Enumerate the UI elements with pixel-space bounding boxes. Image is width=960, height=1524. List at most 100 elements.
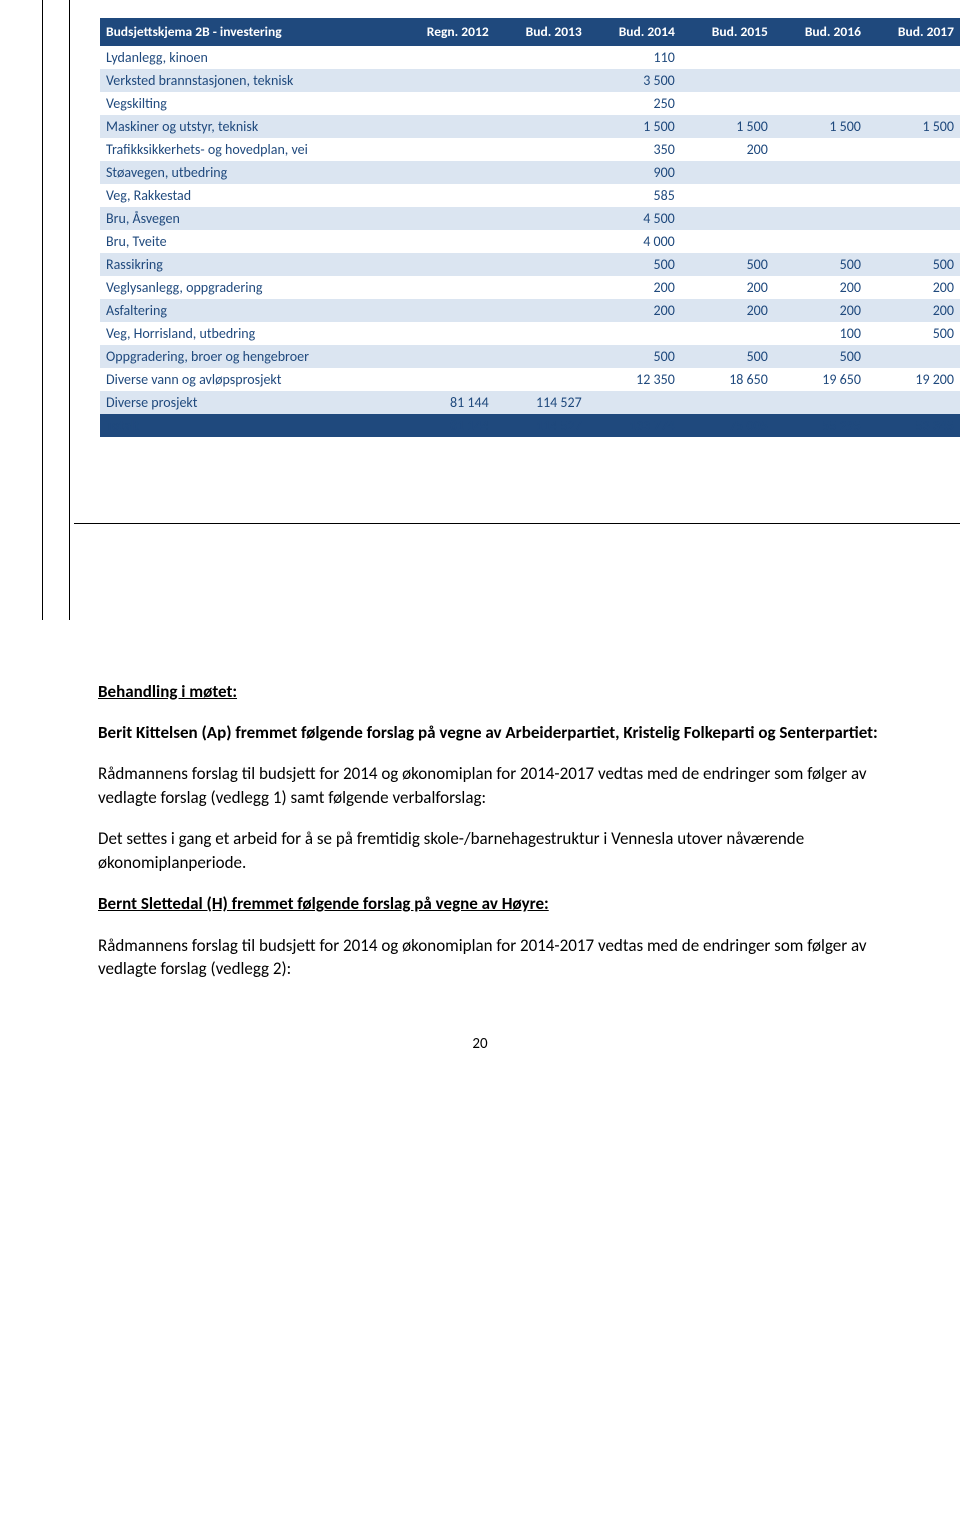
row-cell	[495, 115, 588, 138]
proposal-intro-ap: Berit Kittelsen (Ap) fremmet følgende fo…	[98, 721, 896, 744]
row-cell	[402, 230, 495, 253]
row-label: Bru, Tveite	[100, 230, 402, 253]
row-cell	[774, 207, 867, 230]
row-cell: 500	[867, 253, 960, 276]
row-cell: 12 350	[588, 368, 681, 391]
frame-bottom-border	[74, 523, 960, 524]
table-row: Trafikksikkerhets- og hovedplan, vei3502…	[100, 138, 960, 161]
row-cell	[402, 207, 495, 230]
row-cell	[495, 230, 588, 253]
row-cell	[681, 69, 774, 92]
row-cell	[774, 161, 867, 184]
row-cell	[402, 299, 495, 322]
row-cell: 4 000	[588, 230, 681, 253]
row-cell	[774, 69, 867, 92]
row-label: Rassikring	[100, 253, 402, 276]
row-cell	[402, 184, 495, 207]
header-col: Bud. 2014	[588, 18, 681, 46]
row-cell	[402, 368, 495, 391]
page-number: 20	[0, 1035, 960, 1063]
body-text: Behandling i møtet: Berit Kittelsen (Ap)…	[0, 620, 960, 981]
header-label: Budsjettskjema 2B - investering	[100, 18, 402, 46]
row-cell: 200	[588, 299, 681, 322]
row-cell	[681, 184, 774, 207]
row-label: Veg, Rakkestad	[100, 184, 402, 207]
total-cell: 75 005	[681, 414, 774, 437]
row-cell	[867, 345, 960, 368]
total-cell: 114 527	[495, 414, 588, 437]
row-cell	[495, 276, 588, 299]
header-col: Bud. 2013	[495, 18, 588, 46]
row-cell	[867, 92, 960, 115]
total-cell: 81 144	[402, 414, 495, 437]
row-cell	[681, 46, 774, 69]
table-row: Rassikring500500500500	[100, 253, 960, 276]
table-row: Lydanlegg, kinoen110	[100, 46, 960, 69]
row-cell	[495, 207, 588, 230]
row-cell	[495, 322, 588, 345]
row-cell: 200	[681, 299, 774, 322]
row-cell	[402, 345, 495, 368]
row-cell: 1 500	[681, 115, 774, 138]
row-cell	[681, 207, 774, 230]
row-cell	[867, 184, 960, 207]
row-cell: 200	[681, 276, 774, 299]
table-body: Lydanlegg, kinoen110Verksted brannstasjo…	[100, 46, 960, 437]
row-cell	[774, 138, 867, 161]
row-cell	[495, 46, 588, 69]
table-row: Veg, Horrisland, utbedring100500	[100, 322, 960, 345]
total-cell: 133 774	[588, 414, 681, 437]
total-cell: 53 345	[867, 414, 960, 437]
budget-table: Budsjettskjema 2B - investering Regn. 20…	[100, 18, 960, 437]
row-cell	[774, 391, 867, 414]
table-row: Veglysanlegg, oppgradering200200200200	[100, 276, 960, 299]
row-cell: 585	[588, 184, 681, 207]
table-row: Vegskilting250	[100, 92, 960, 115]
row-cell: 81 144	[402, 391, 495, 414]
row-cell	[867, 69, 960, 92]
row-cell	[867, 207, 960, 230]
total-label: Totalt	[100, 414, 402, 437]
row-cell	[402, 69, 495, 92]
header-col: Bud. 2015	[681, 18, 774, 46]
table-row: Diverse vann og avløpsprosjekt12 35018 6…	[100, 368, 960, 391]
row-cell: 1 500	[588, 115, 681, 138]
table-row: Veg, Rakkestad 585	[100, 184, 960, 207]
row-cell	[495, 138, 588, 161]
row-cell: 200	[588, 276, 681, 299]
total-cell: 55 295	[774, 414, 867, 437]
row-cell	[867, 161, 960, 184]
row-cell	[774, 230, 867, 253]
header-col: Bud. 2017	[867, 18, 960, 46]
row-cell: 114 527	[495, 391, 588, 414]
row-cell: 3 500	[588, 69, 681, 92]
row-cell: 500	[774, 345, 867, 368]
row-cell: 1 500	[867, 115, 960, 138]
row-cell: 110	[588, 46, 681, 69]
row-cell	[495, 253, 588, 276]
table-row: Verksted brannstasjonen, teknisk3 500	[100, 69, 960, 92]
row-cell	[495, 92, 588, 115]
row-cell: 350	[588, 138, 681, 161]
row-cell	[402, 92, 495, 115]
budget-table-wrap: Budsjettskjema 2B - investering Regn. 20…	[100, 18, 960, 437]
inner-frame: Budsjettskjema 2B - investering Regn. 20…	[69, 0, 960, 620]
row-label: Asfaltering	[100, 299, 402, 322]
row-cell: 200	[681, 138, 774, 161]
row-cell	[402, 253, 495, 276]
row-label: Veg, Horrisland, utbedring	[100, 322, 402, 345]
row-cell	[402, 138, 495, 161]
table-row: Bru, Tveite 4 000	[100, 230, 960, 253]
row-cell	[402, 161, 495, 184]
page-frame: Budsjettskjema 2B - investering Regn. 20…	[42, 0, 960, 620]
table-row: Støavegen, utbedring900	[100, 161, 960, 184]
row-label: Bru, Åsvegen	[100, 207, 402, 230]
row-label: Vegskilting	[100, 92, 402, 115]
row-cell	[495, 345, 588, 368]
table-row: Maskiner og utstyr, teknisk1 5001 5001 5…	[100, 115, 960, 138]
row-label: Oppgradering, broer og hengebroer	[100, 345, 402, 368]
row-cell: 4 500	[588, 207, 681, 230]
row-label: Støavegen, utbedring	[100, 161, 402, 184]
row-cell: 500	[588, 253, 681, 276]
row-cell	[681, 391, 774, 414]
